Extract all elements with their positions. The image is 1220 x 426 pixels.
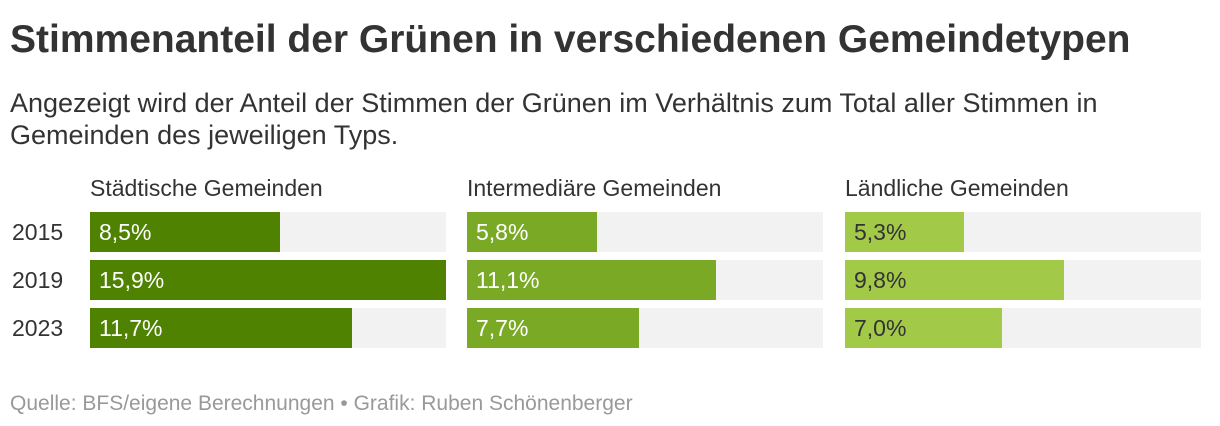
bar-track-staedtisch-2023: 11,7% xyxy=(90,308,446,348)
bar-value-label-staedtisch-2023: 11,7% xyxy=(99,315,163,341)
bar-value-label-staedtisch-2015: 8,5% xyxy=(99,219,152,245)
bar-intermediaer-2015 xyxy=(467,212,597,252)
bar-staedtisch-2023 xyxy=(90,308,352,348)
bar-intermediaer-2019 xyxy=(467,260,716,300)
bar-track-intermediaer-2015: 5,8% xyxy=(467,212,823,252)
bar-intermediaer-2023 xyxy=(467,308,640,348)
chart-subtitle: Angezeigt wird der Anteil der Stimmen de… xyxy=(10,88,1098,150)
bar-value-label-intermediaer-2023: 7,7% xyxy=(476,315,529,341)
bar-staedtisch-2019 xyxy=(90,260,446,300)
bar-value-label-intermediaer-2015: 5,8% xyxy=(476,219,529,245)
bar-laendlich-2015 xyxy=(845,212,964,252)
bar-laendlich-2019 xyxy=(845,260,1065,300)
year-label-2023: 2023 xyxy=(12,315,64,341)
chart-title: Stimmenanteil der Grünen in verschiedene… xyxy=(10,18,1131,61)
bar-track-staedtisch-2019: 15,9% xyxy=(90,260,446,300)
panel-header-staedtisch: Städtische Gemeinden xyxy=(90,175,323,201)
source-credit: Quelle: BFS/eigene Berechnungen • Grafik… xyxy=(10,392,633,415)
chart: 2015 2019 2023 Städtische Gemeinden 8,5% 15,9… xyxy=(12,175,1201,348)
bar-track-staedtisch-2015: 8,5% xyxy=(90,212,446,252)
bar-track-intermediaer-2023: 7,7% xyxy=(467,308,823,348)
bar-track-intermediaer-2019: 11,1% xyxy=(467,260,823,300)
bar-value-label-staedtisch-2019: 15,9% xyxy=(99,267,165,293)
bar-track-laendlich-2019: 9,8% xyxy=(845,260,1201,300)
bar-value-label-laendlich-2023: 7,0% xyxy=(854,315,907,341)
bar-track-laendlich-2023: 7,0% xyxy=(845,308,1201,348)
bar-value-label-laendlich-2019: 9,8% xyxy=(854,267,907,293)
year-label-2019: 2019 xyxy=(12,267,64,293)
bar-track-laendlich-2015: 5,3% xyxy=(845,212,1201,252)
bar-value-label-intermediaer-2019: 11,1% xyxy=(476,267,540,293)
bar-laendlich-2023 xyxy=(845,308,1002,348)
bar-value-label-laendlich-2015: 5,3% xyxy=(854,219,907,245)
bar-staedtisch-2015 xyxy=(90,212,281,252)
panel-header-intermediaer: Intermediäre Gemeinden xyxy=(467,175,722,201)
year-label-2015: 2015 xyxy=(12,219,64,245)
panel-header-laendlich: Ländliche Gemeinden xyxy=(845,175,1069,201)
